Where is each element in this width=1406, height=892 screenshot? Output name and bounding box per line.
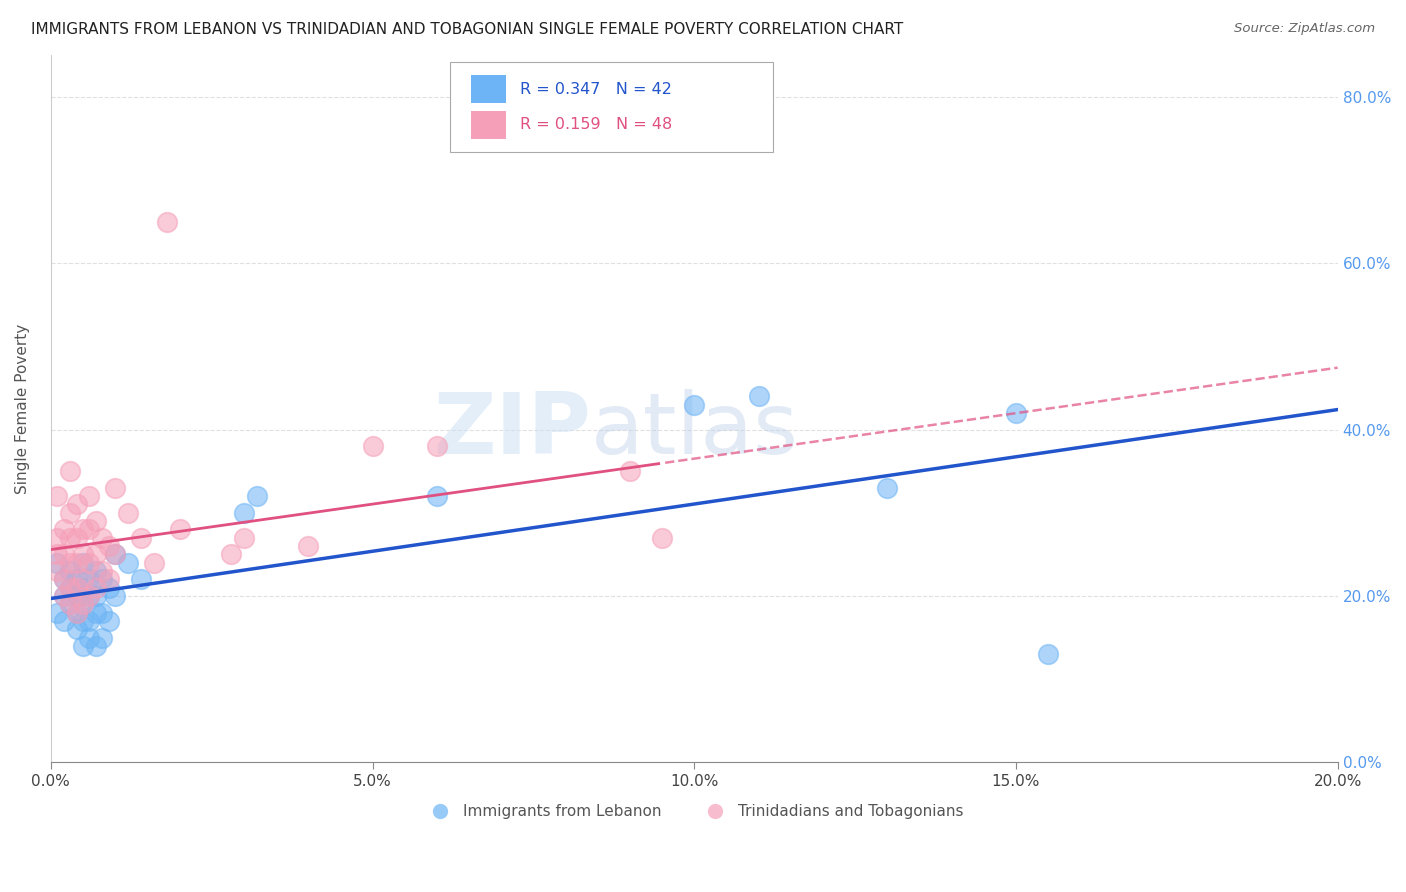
Point — [91, 631, 114, 645]
Point — [72, 614, 94, 628]
Point — [84, 639, 107, 653]
Point — [65, 589, 87, 603]
Text: IMMIGRANTS FROM LEBANON VS TRINIDADIAN AND TOBAGONIAN SINGLE FEMALE POVERTY CORR: IMMIGRANTS FROM LEBANON VS TRINIDADIAN A… — [31, 22, 903, 37]
Point — [104, 548, 127, 562]
Point — [59, 556, 82, 570]
Point — [426, 439, 449, 453]
Point — [79, 573, 101, 587]
Point — [232, 506, 254, 520]
Point — [361, 439, 384, 453]
Point — [142, 556, 165, 570]
Text: R = 0.159   N = 48: R = 0.159 N = 48 — [520, 118, 672, 132]
Point — [59, 598, 82, 612]
Point — [84, 548, 107, 562]
Point — [79, 556, 101, 570]
Point — [46, 556, 69, 570]
Point — [72, 523, 94, 537]
Point — [117, 506, 139, 520]
Point — [619, 464, 641, 478]
Point — [129, 573, 152, 587]
Point — [79, 589, 101, 603]
Point — [84, 589, 107, 603]
Point — [59, 564, 82, 578]
Point — [59, 506, 82, 520]
Point — [65, 573, 87, 587]
Point — [46, 606, 69, 620]
Point — [97, 614, 120, 628]
Text: ZIP: ZIP — [433, 389, 592, 472]
Point — [52, 614, 75, 628]
Point — [97, 539, 120, 553]
Point — [683, 398, 706, 412]
Point — [65, 531, 87, 545]
Point — [104, 589, 127, 603]
Point — [46, 489, 69, 503]
Point — [52, 523, 75, 537]
Point — [72, 573, 94, 587]
Point — [84, 606, 107, 620]
Point — [156, 214, 179, 228]
Point — [97, 581, 120, 595]
Point — [65, 581, 87, 595]
Point — [246, 489, 269, 503]
Point — [65, 556, 87, 570]
Text: R = 0.347   N = 42: R = 0.347 N = 42 — [520, 82, 672, 96]
Point — [65, 622, 87, 636]
Point — [1005, 406, 1028, 420]
Point — [84, 564, 107, 578]
Point — [84, 514, 107, 528]
Point — [91, 531, 114, 545]
Point — [72, 556, 94, 570]
Point — [59, 598, 82, 612]
Point — [232, 531, 254, 545]
Point — [748, 389, 770, 403]
Point — [59, 581, 82, 595]
Point — [79, 631, 101, 645]
Point — [72, 598, 94, 612]
Point — [72, 581, 94, 595]
Point — [876, 481, 898, 495]
Point — [59, 581, 82, 595]
Point — [426, 489, 449, 503]
Point — [65, 498, 87, 512]
Point — [79, 614, 101, 628]
Point — [46, 564, 69, 578]
Point — [65, 606, 87, 620]
Point — [297, 539, 319, 553]
Point — [219, 548, 242, 562]
Point — [59, 464, 82, 478]
Point — [46, 548, 69, 562]
Point — [59, 531, 82, 545]
Point — [104, 481, 127, 495]
Point — [52, 548, 75, 562]
Point — [72, 548, 94, 562]
Point — [91, 564, 114, 578]
Point — [52, 573, 75, 587]
Point — [129, 531, 152, 545]
Point — [46, 531, 69, 545]
Point — [52, 573, 75, 587]
Point — [65, 606, 87, 620]
Point — [72, 639, 94, 653]
Point — [117, 556, 139, 570]
Text: Source: ZipAtlas.com: Source: ZipAtlas.com — [1234, 22, 1375, 36]
Point — [84, 581, 107, 595]
Point — [1036, 647, 1059, 661]
Point — [79, 489, 101, 503]
Point — [52, 589, 75, 603]
Point — [79, 523, 101, 537]
Point — [651, 531, 673, 545]
Point — [169, 523, 191, 537]
Point — [79, 589, 101, 603]
Point — [91, 573, 114, 587]
Y-axis label: Single Female Poverty: Single Female Poverty — [15, 324, 30, 494]
Legend: Immigrants from Lebanon, Trinidadians and Tobagonians: Immigrants from Lebanon, Trinidadians an… — [419, 798, 970, 825]
Point — [72, 598, 94, 612]
Point — [52, 589, 75, 603]
Point — [97, 573, 120, 587]
Point — [91, 606, 114, 620]
Point — [104, 548, 127, 562]
Text: atlas: atlas — [592, 389, 799, 472]
